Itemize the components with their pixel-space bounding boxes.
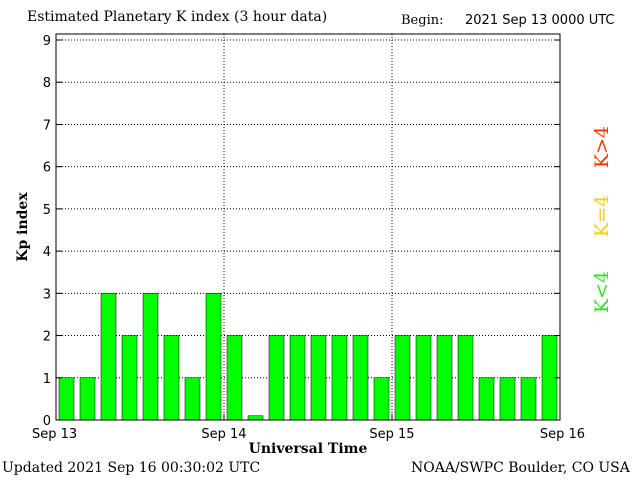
kp-bar	[457, 335, 474, 421]
x-tick-label: Sep 14	[201, 427, 246, 442]
y-axis-ticks: 0 1 2 3 4 5 6 7 8 9	[43, 34, 560, 429]
chart-title: Estimated Planetary K index (3 hour data…	[27, 9, 328, 25]
x-tick-label: Sep 15	[369, 427, 414, 442]
kp-bar	[247, 415, 264, 421]
kp-bar	[520, 377, 537, 421]
x-axis-title: Universal Time	[249, 441, 368, 457]
kp-bar	[415, 335, 432, 421]
kp-bar	[499, 377, 516, 421]
kp-bar	[436, 335, 453, 421]
kp-bar	[226, 335, 243, 421]
y-tick-label: 4	[43, 245, 51, 260]
source-credit: NOAA/SWPC Boulder, CO USA	[411, 460, 630, 476]
y-tick-label: 8	[43, 76, 51, 91]
kp-bar	[478, 377, 495, 421]
legend-entry: K>4	[591, 126, 613, 168]
updated-timestamp: Updated 2021 Sep 16 00:30:02 UTC	[2, 460, 261, 476]
y-tick-label: 0	[43, 414, 51, 429]
kp-bar	[268, 335, 285, 421]
bars	[58, 293, 558, 421]
kp-bar	[184, 377, 201, 421]
grid-lines	[56, 34, 560, 420]
kp-bar	[394, 335, 411, 421]
y-tick-label: 2	[43, 330, 51, 345]
legend: K>4 K=4 K<4	[591, 126, 613, 313]
y-tick-label: 7	[43, 118, 51, 133]
kp-bar	[100, 293, 117, 421]
legend-entry: K<4	[591, 271, 613, 313]
kp-bar	[163, 335, 180, 421]
kp-bar	[310, 335, 327, 421]
y-tick-label: 6	[43, 161, 51, 176]
plot-frame	[55, 33, 561, 421]
y-axis-title: Kp index	[15, 192, 31, 262]
kp-bar	[205, 293, 222, 421]
kp-bar	[58, 377, 75, 421]
x-tick-label: Sep 13	[32, 427, 77, 442]
begin-value: 2021 Sep 13 0000 UTC	[465, 13, 615, 28]
kp-bar	[121, 335, 138, 421]
kp-bar	[352, 335, 369, 421]
x-axis-ticks: Sep 13 Sep 14 Sep 15 Sep 16	[32, 414, 585, 442]
y-tick-label: 3	[43, 287, 51, 302]
kp-bar	[142, 293, 159, 421]
legend-entry: K=4	[591, 195, 613, 237]
kp-bar	[331, 335, 348, 421]
kp-bar	[373, 377, 390, 421]
y-tick-label: 5	[43, 203, 51, 218]
y-tick-label: 1	[43, 372, 51, 387]
kp-bar	[79, 377, 96, 421]
y-tick-label: 9	[43, 34, 51, 49]
kp-bar	[289, 335, 306, 421]
x-tick-label: Sep 16	[540, 427, 585, 442]
begin-label: Begin:	[401, 13, 444, 28]
